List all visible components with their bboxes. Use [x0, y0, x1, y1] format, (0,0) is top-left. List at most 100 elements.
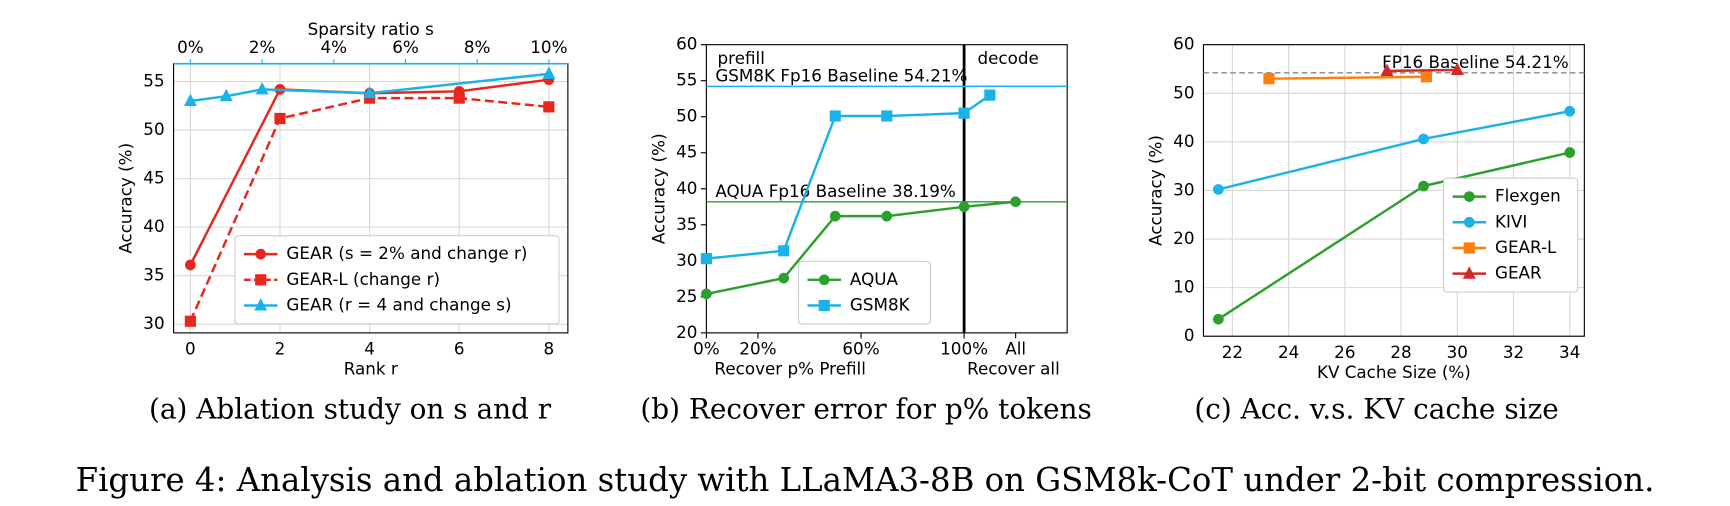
- x-tick-label: 60%: [842, 339, 879, 359]
- baseline-label: AQUA Fp16 Baseline 38.19%: [715, 181, 956, 201]
- x2-tick-label: 10%: [530, 37, 567, 57]
- marker: [1564, 105, 1576, 117]
- marker: [274, 112, 286, 125]
- y-tick-label: 35: [676, 214, 697, 234]
- x2-tick-label: 2%: [249, 37, 276, 57]
- x-tick-label: 26: [1334, 342, 1355, 362]
- y-tick-label: 60: [1173, 34, 1194, 54]
- x2-tick-label: 0%: [177, 37, 204, 57]
- caption: (c) Acc. v.s. KV cache size: [1194, 393, 1558, 426]
- marker: [1462, 266, 1476, 279]
- marker: [829, 110, 841, 122]
- marker: [185, 259, 196, 271]
- marker: [1263, 73, 1275, 85]
- annotation: prefill: [718, 48, 765, 68]
- x-tick-label: 8: [543, 339, 554, 359]
- marker: [818, 274, 830, 286]
- marker: [881, 210, 893, 222]
- marker: [778, 245, 790, 257]
- y-tick-label: 45: [676, 142, 697, 162]
- baseline-label: FP16 Baseline 54.21%: [1382, 52, 1569, 72]
- marker: [219, 88, 233, 102]
- annotation: decode: [977, 48, 1038, 68]
- y-tick-label: 20: [1173, 228, 1194, 248]
- y-tick-label: 50: [143, 119, 164, 139]
- marker: [881, 110, 893, 122]
- series-line: [1268, 75, 1427, 80]
- marker: [1463, 191, 1475, 202]
- y-tick-label: 35: [143, 265, 164, 285]
- plot-frame: [1202, 44, 1585, 337]
- y-tick-label: 10: [1173, 277, 1194, 297]
- marker: [1010, 196, 1021, 208]
- marker: [363, 85, 377, 99]
- marker: [254, 298, 268, 311]
- y-tick-label: 60: [676, 34, 697, 54]
- legend-label: AQUA: [850, 269, 899, 289]
- y-tick-label: 40: [1173, 131, 1194, 151]
- marker: [1564, 147, 1576, 158]
- marker: [818, 299, 830, 312]
- series-line: [706, 200, 1016, 296]
- marker: [543, 101, 555, 113]
- y-tick-label: 40: [676, 178, 697, 198]
- x-tick-label: 4: [364, 339, 375, 359]
- x-tick-label: 28: [1390, 342, 1411, 362]
- x-tick-label: 2: [275, 339, 286, 359]
- y-tick-label: 0: [1184, 325, 1195, 345]
- x-label: Rank r: [344, 359, 398, 379]
- x-tick-label: 34: [1559, 342, 1580, 362]
- marker: [958, 201, 970, 213]
- legend-label: Flexgen: [1495, 186, 1561, 206]
- x-tick-label: 0%: [693, 339, 720, 359]
- legend-label: KIVI: [1495, 211, 1527, 231]
- marker: [958, 107, 970, 119]
- y-tick-label: 25: [676, 286, 697, 306]
- y-label: Accuracy (%): [648, 133, 668, 244]
- x2-tick-label: 4%: [321, 37, 348, 57]
- y-tick-label: 50: [1173, 82, 1194, 102]
- marker: [542, 66, 556, 79]
- marker: [1380, 63, 1394, 76]
- x-tick-label: 0: [185, 339, 196, 359]
- y-tick-label: 55: [143, 71, 164, 91]
- plot-frame: [705, 44, 1068, 334]
- y-tick-label: 30: [1173, 179, 1194, 199]
- x-label: KV Cache Size (%): [1317, 362, 1471, 382]
- legend-label: GEAR (r = 4 and change s): [286, 294, 511, 314]
- x-tick-label: All: [1005, 339, 1026, 359]
- marker: [183, 93, 197, 107]
- marker: [984, 89, 996, 101]
- legend-label: GEAR: [1495, 263, 1542, 283]
- marker: [701, 288, 712, 300]
- x-tick-label: 6: [454, 339, 465, 359]
- marker: [255, 274, 267, 286]
- y-tick-label: 30: [143, 313, 164, 333]
- marker: [778, 272, 790, 284]
- legend-box: [234, 235, 560, 325]
- marker: [1418, 133, 1429, 145]
- marker: [1418, 180, 1429, 192]
- x-tick-label: 24: [1278, 342, 1299, 362]
- legend-label: GEAR-L (change r): [286, 269, 440, 289]
- y-tick-label: 40: [143, 216, 164, 236]
- marker: [1463, 242, 1475, 254]
- x-tick-label: 32: [1503, 342, 1524, 362]
- marker: [1212, 184, 1224, 195]
- baseline-label: GSM8K Fp16 Baseline 54.21%: [715, 65, 967, 85]
- marker: [1450, 62, 1464, 75]
- marker: [184, 315, 196, 327]
- series-line: [1386, 68, 1458, 73]
- legend-box: [797, 260, 931, 325]
- y-tick-label: 45: [143, 168, 164, 188]
- marker: [1420, 71, 1432, 83]
- legend-box: [1443, 177, 1579, 293]
- legend-label: GEAR (s = 2% and change r): [286, 243, 527, 263]
- x2-tick-label: 6%: [392, 37, 419, 57]
- legend-label: GSM8K: [850, 294, 911, 314]
- x-tick-label: 100%: [940, 339, 988, 359]
- y-tick-label: 30: [676, 250, 697, 270]
- marker: [700, 253, 712, 265]
